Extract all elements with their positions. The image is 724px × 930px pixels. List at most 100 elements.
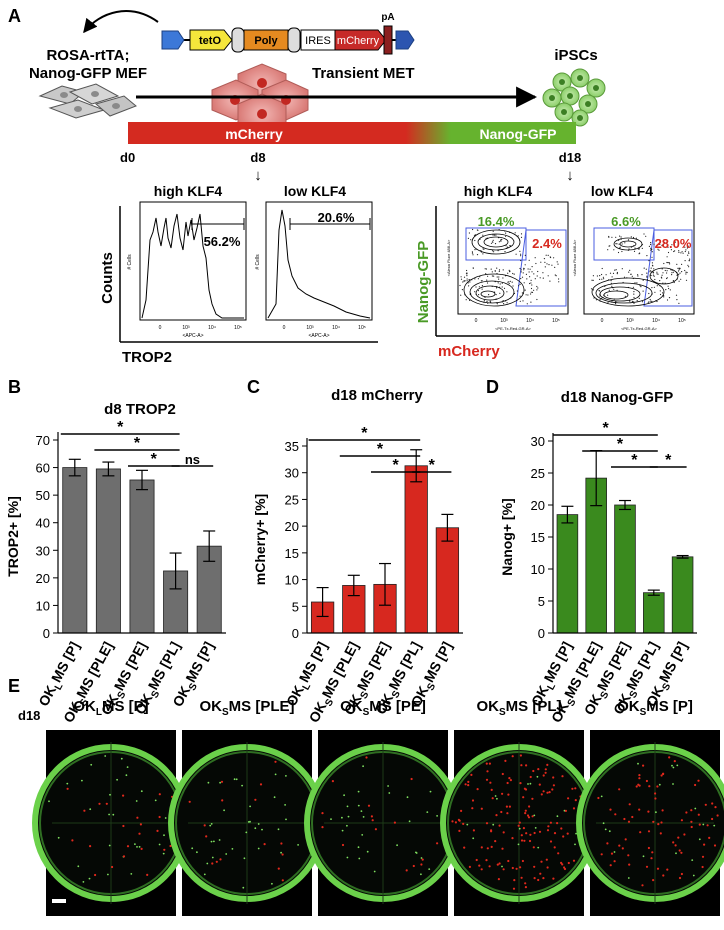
facs-event-dot xyxy=(614,269,616,271)
facs-event-dot xyxy=(551,264,553,266)
mcherry-colony-dot xyxy=(553,832,557,835)
mcherry-colony-dot xyxy=(678,849,681,852)
mcherry-colony-dot xyxy=(560,827,563,830)
facs-event-dot xyxy=(524,264,526,266)
facs-event-dot xyxy=(505,235,507,237)
facs-event-dot xyxy=(672,280,675,282)
mcherry-colony-dot xyxy=(467,780,470,784)
facs-high-green-pct: 16.4% xyxy=(478,214,515,229)
mcherry-colony-dot xyxy=(321,826,324,829)
facs-event-dot xyxy=(530,291,532,293)
y-tick-label: 0 xyxy=(43,626,50,641)
facs-event-dot xyxy=(482,253,484,255)
bar xyxy=(62,467,88,634)
mcherry-colony-dot xyxy=(546,829,550,832)
mcherry-colony-dot xyxy=(504,759,507,763)
mcherry-colony-dot xyxy=(517,824,520,827)
facs-event-dot xyxy=(656,273,658,275)
facs-event-dot xyxy=(556,261,558,263)
facs-event-dot xyxy=(558,281,560,283)
facs-event-dot xyxy=(486,282,489,284)
facs-event-dot xyxy=(467,237,469,239)
facs-event-dot xyxy=(642,279,644,281)
facs-event-dot xyxy=(520,278,522,280)
facs-event-dot xyxy=(496,276,498,278)
facs-event-dot xyxy=(674,241,676,243)
facs-event-dot xyxy=(677,267,679,269)
gfp-colony-dot xyxy=(206,862,209,865)
facs-event-dot xyxy=(481,288,483,290)
gfp-colony-dot xyxy=(235,778,238,781)
facs-event-dot xyxy=(529,268,531,270)
well-title: OKSMS [PE] xyxy=(340,698,426,718)
mcherry-colony-dot xyxy=(677,836,680,839)
panel-c-letter: C xyxy=(247,377,260,397)
facs-event-dot xyxy=(533,289,535,291)
facs-event-dot xyxy=(643,267,645,269)
facs-event-dot xyxy=(620,236,622,238)
mcherry-colony-dot xyxy=(274,760,277,763)
gfp-colony-dot xyxy=(602,822,605,825)
gfp-colony-dot xyxy=(436,815,438,817)
panel-d-letter: D xyxy=(486,377,499,397)
mcherry-colony-dot xyxy=(211,862,214,865)
facs-event-dot xyxy=(527,268,529,270)
facs-event-dot xyxy=(686,247,689,249)
gfp-colony-dot xyxy=(164,817,167,819)
facs-event-dot xyxy=(631,275,633,277)
gfp-colony-dot xyxy=(158,843,161,846)
facs-event-dot xyxy=(494,243,497,245)
mcherry-colony-dot xyxy=(627,820,631,823)
facs-event-dot xyxy=(630,273,632,275)
gfp-colony-dot xyxy=(341,816,343,819)
facs-event-dot xyxy=(470,239,472,241)
mcherry-colony-dot xyxy=(597,796,600,800)
mcherry-colony-dot xyxy=(490,845,493,849)
mcherry-colony-dot xyxy=(507,793,510,796)
mcherry-colony-dot xyxy=(606,842,609,845)
facs-event-dot xyxy=(653,275,655,277)
facs-event-dot xyxy=(473,234,476,236)
mcherry-colony-dot xyxy=(698,823,701,826)
facs-event-dot xyxy=(641,301,644,303)
mcherry-colony-dot xyxy=(500,810,503,814)
facs-event-dot xyxy=(688,251,690,253)
facs-event-dot xyxy=(531,291,534,293)
mcherry-colony-dot xyxy=(574,787,577,790)
mcherry-colony-dot xyxy=(480,868,483,871)
mcherry-colony-dot xyxy=(94,873,97,877)
chart-title: d8 TROP2 xyxy=(104,401,176,418)
facs-event-dot xyxy=(664,269,666,272)
facs-event-dot xyxy=(684,250,686,253)
y-tick-label: 10 xyxy=(36,598,50,613)
gfp-colony-dot xyxy=(48,800,50,803)
facs-event-dot xyxy=(610,280,612,282)
hist-low-tick-3: 10⁵ xyxy=(358,325,366,331)
well-title: OKSMS [PLE] xyxy=(199,698,294,718)
mcherry-colony-dot xyxy=(410,777,413,781)
facs-event-dot xyxy=(554,274,556,276)
facs-event-dot xyxy=(668,262,670,264)
mcherry-colony-dot xyxy=(704,803,707,806)
mcherry-colony-dot xyxy=(701,855,705,858)
facs-event-dot xyxy=(477,290,479,292)
facs-event-dot xyxy=(542,277,544,279)
gfp-colony-dot xyxy=(517,843,520,846)
mcherry-colony-dot xyxy=(524,809,527,812)
well-title: OKLMS [P] xyxy=(73,698,148,718)
facs-event-dot xyxy=(526,278,528,280)
facs-event-dot xyxy=(522,272,524,274)
mcherry-colony-dot xyxy=(624,838,627,841)
d8-down-arrow: ↓ xyxy=(254,167,262,184)
gfp-colony-dot xyxy=(297,844,299,846)
gfp-colony-dot xyxy=(613,851,616,853)
facs-event-dot xyxy=(471,252,474,254)
mcherry-colony-dot xyxy=(509,779,512,782)
facs-event-dot xyxy=(643,233,645,235)
gfp-colony-dot xyxy=(347,815,350,818)
facs-event-dot xyxy=(492,234,494,236)
facs-event-dot xyxy=(650,267,652,269)
facs-event-dot xyxy=(599,275,601,277)
mcherry-colony-dot xyxy=(277,867,280,870)
mcherry-colony-dot xyxy=(651,851,654,854)
